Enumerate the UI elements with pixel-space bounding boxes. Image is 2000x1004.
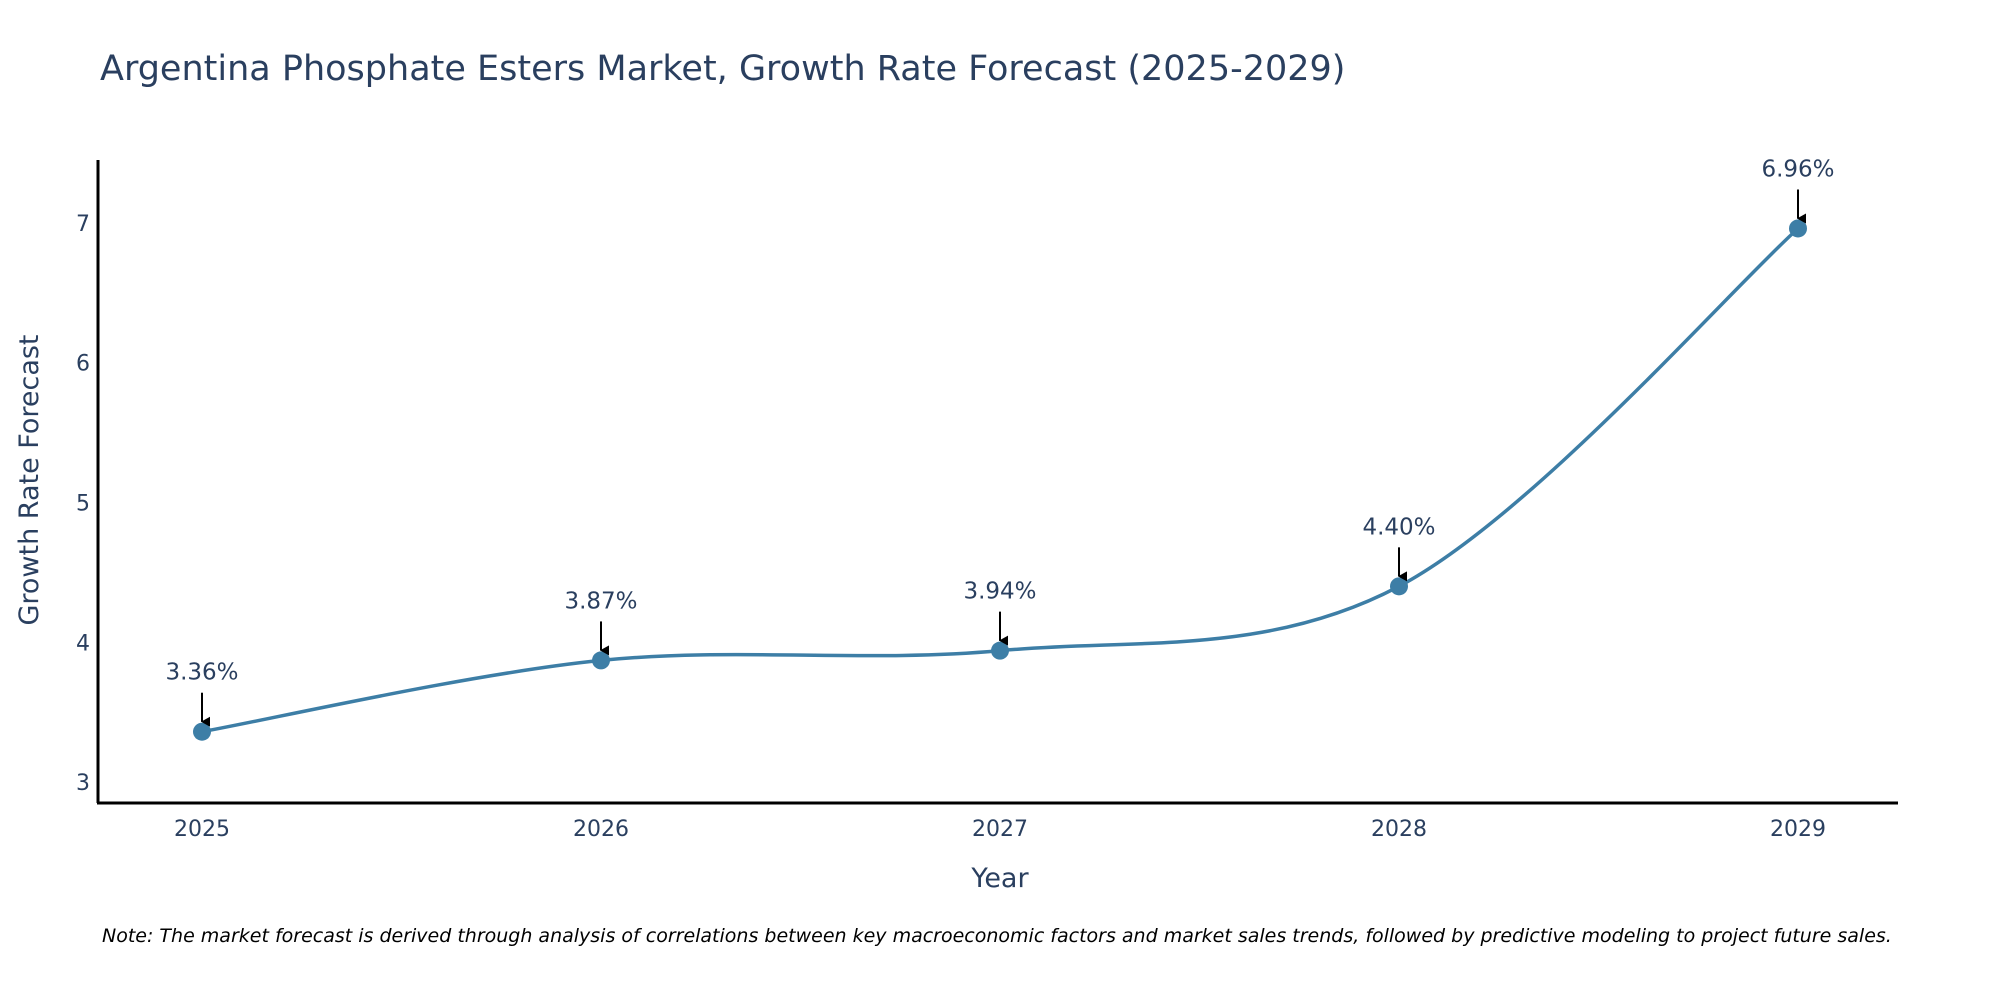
y-tick-label: 7 bbox=[76, 212, 90, 237]
markers bbox=[193, 219, 1807, 741]
y-axis-title: Growth Rate Forecast bbox=[14, 334, 45, 625]
x-tick-label: 2026 bbox=[573, 817, 629, 842]
x-tick-label: 2027 bbox=[972, 817, 1028, 842]
y-tick-label: 5 bbox=[76, 491, 90, 516]
x-tick-label: 2025 bbox=[174, 817, 230, 842]
series-line bbox=[201, 227, 1800, 734]
x-tick-label: 2028 bbox=[1371, 817, 1427, 842]
series-line-path bbox=[201, 227, 1800, 734]
y-tick-label: 6 bbox=[76, 352, 90, 377]
x-ticks: 2025 2026 2027 2028 2029 bbox=[174, 817, 1826, 842]
y-tick-label: 3 bbox=[76, 771, 90, 796]
y-tick-label: 4 bbox=[76, 631, 90, 656]
data-point bbox=[991, 641, 1009, 660]
annotations: 3.36% 3.87% 3.94% 4.40% 6.96% bbox=[165, 156, 1835, 727]
y-ticks: 3 4 5 6 7 bbox=[76, 212, 90, 796]
data-label: 3.36% bbox=[165, 660, 238, 686]
data-label: 4.40% bbox=[1362, 514, 1435, 540]
x-axis-title: Year bbox=[970, 863, 1029, 894]
data-label: 6.96% bbox=[1761, 156, 1834, 182]
data-point bbox=[193, 722, 211, 741]
data-point bbox=[592, 651, 610, 670]
chart-title: Argentina Phosphate Esters Market, Growt… bbox=[100, 49, 1345, 89]
footnote: Note: The market forecast is derived thr… bbox=[102, 925, 1892, 947]
data-point bbox=[1789, 219, 1807, 238]
data-label: 3.94% bbox=[963, 579, 1036, 605]
data-point bbox=[1390, 577, 1408, 596]
x-tick-label: 2029 bbox=[1770, 817, 1826, 842]
data-label: 3.87% bbox=[564, 588, 637, 614]
